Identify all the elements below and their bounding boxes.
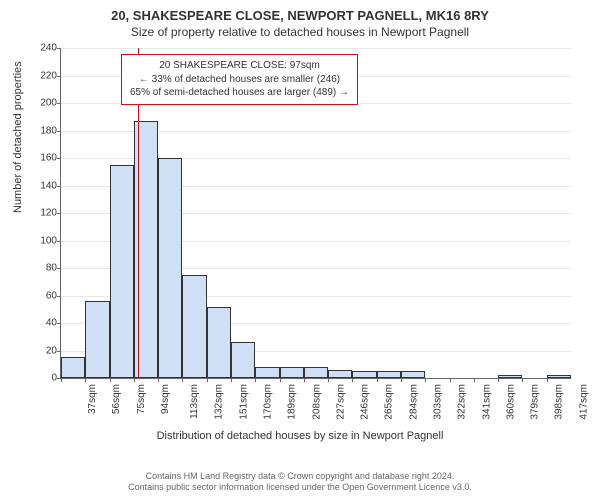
xtick-mark [401,378,402,382]
histogram-bar [207,307,231,379]
ytick-label: 180 [27,125,61,136]
xtick-label: 322sqm [457,384,468,420]
histogram-bar [182,275,206,378]
ytick-label: 40 [27,318,61,329]
xtick-label: 398sqm [554,384,565,420]
xtick-mark [352,378,353,382]
xtick-label: 170sqm [263,384,274,420]
xtick-mark [110,378,111,382]
xtick-mark [61,378,62,382]
y-axis-label: Number of detached properties [12,61,24,213]
xtick-mark [85,378,86,382]
chart-container: 20, SHAKESPEARE CLOSE, NEWPORT PAGNELL, … [0,0,600,500]
plot-area: 20 SHAKESPEARE CLOSE: 97sqm ← 33% of det… [60,48,571,379]
xtick-label: 265sqm [384,384,395,420]
histogram-bar [304,367,328,378]
xtick-label: 189sqm [287,384,298,420]
xtick-label: 132sqm [214,384,225,420]
xtick-label: 94sqm [160,384,171,414]
ytick-label: 220 [27,70,61,81]
ytick-label: 100 [27,235,61,246]
ytick-label: 0 [27,373,61,384]
xtick-label: 56sqm [111,384,122,414]
xtick-mark [304,378,305,382]
xtick-mark [377,378,378,382]
xtick-label: 341sqm [481,384,492,420]
ytick-label: 20 [27,345,61,356]
footer-line1: Contains HM Land Registry data © Crown c… [0,471,600,483]
histogram-bar [110,165,134,378]
xtick-mark [134,378,135,382]
ytick-label: 80 [27,263,61,274]
xtick-label: 303sqm [433,384,444,420]
ytick-label: 60 [27,290,61,301]
histogram-bar [352,371,376,378]
xtick-label: 151sqm [238,384,249,420]
ytick-label: 160 [27,153,61,164]
page-title: 20, SHAKESPEARE CLOSE, NEWPORT PAGNELL, … [0,0,600,23]
histogram-bar [280,367,304,378]
xtick-label: 246sqm [360,384,371,420]
ytick-label: 120 [27,208,61,219]
xtick-label: 208sqm [311,384,322,420]
xtick-mark [207,378,208,382]
ytick-label: 200 [27,98,61,109]
xtick-label: 379sqm [530,384,541,420]
xtick-mark [280,378,281,382]
annotation-line2: ← 33% of detached houses are smaller (24… [130,73,349,87]
xtick-label: 37sqm [87,384,98,414]
xtick-mark [425,378,426,382]
x-axis-label: Distribution of detached houses by size … [0,430,600,442]
annotation-box: 20 SHAKESPEARE CLOSE: 97sqm ← 33% of det… [121,54,358,105]
histogram-bar [401,371,425,378]
xtick-mark [547,378,548,382]
xtick-mark [328,378,329,382]
xtick-label: 417sqm [578,384,589,420]
footer: Contains HM Land Registry data © Crown c… [0,471,600,494]
xtick-label: 75sqm [136,384,147,414]
histogram-bar [498,375,522,378]
annotation-line1: 20 SHAKESPEARE CLOSE: 97sqm [130,59,349,73]
xtick-mark [255,378,256,382]
footer-line2: Contains public sector information licen… [0,482,600,494]
xtick-label: 284sqm [408,384,419,420]
histogram-bar [85,301,109,378]
annotation-line3: 65% of semi-detached houses are larger (… [130,86,349,100]
histogram-bar [231,342,255,378]
xtick-mark [498,378,499,382]
ytick-label: 240 [27,43,61,54]
xtick-mark [231,378,232,382]
xtick-label: 360sqm [505,384,516,420]
xtick-mark [474,378,475,382]
ytick-label: 140 [27,180,61,191]
xtick-mark [158,378,159,382]
histogram-bar [255,367,279,378]
xtick-mark [522,378,523,382]
histogram-bar [328,370,352,378]
xtick-label: 227sqm [335,384,346,420]
histogram-bar [377,371,401,378]
histogram-bar [547,375,571,378]
histogram-bar [158,158,182,378]
xtick-mark [450,378,451,382]
page-subtitle: Size of property relative to detached ho… [0,23,600,39]
xtick-mark [182,378,183,382]
xtick-label: 113sqm [189,384,200,419]
histogram-bar [61,357,85,378]
